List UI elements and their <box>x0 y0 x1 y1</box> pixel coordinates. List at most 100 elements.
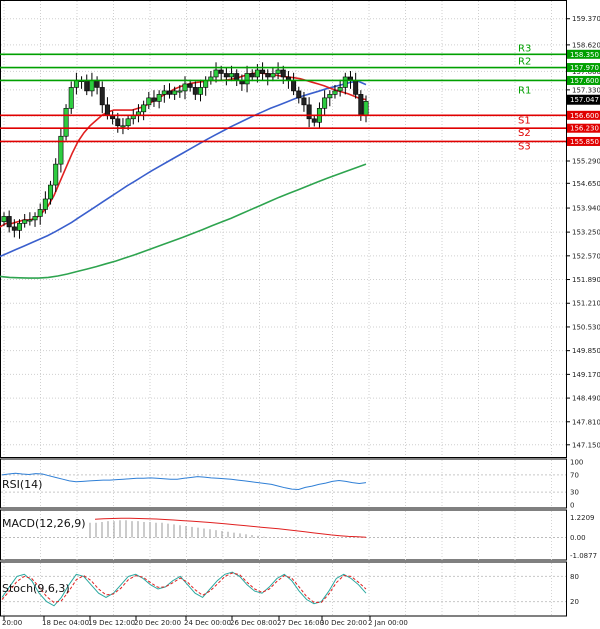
rsi-tick-label: 0 <box>570 502 574 510</box>
candle-body <box>94 80 100 88</box>
candle-body <box>42 198 48 210</box>
candle-body <box>301 97 307 106</box>
ema-fast-line <box>0 71 367 228</box>
current-price-tag <box>567 94 600 105</box>
candle-body <box>229 73 235 78</box>
candle-body <box>84 80 90 92</box>
level-label-r3: R3 <box>518 43 531 54</box>
y-tick-label: 151.210 <box>572 300 600 308</box>
candle-body <box>213 69 219 78</box>
candle-body <box>322 97 328 109</box>
level-price-tag <box>567 63 600 73</box>
level-label-r1: R1 <box>518 85 531 96</box>
level-price-label: 156.600 <box>570 112 599 120</box>
y-tick-label: 148.490 <box>572 395 600 403</box>
candle-body <box>125 118 131 127</box>
candle-body <box>306 104 312 120</box>
rsi-tick-label: 100 <box>570 459 583 467</box>
candle-body <box>249 73 255 78</box>
candle-body <box>187 83 193 88</box>
level-price-tag <box>567 75 600 85</box>
candle-body <box>1 216 7 222</box>
y-tick-label: 147.150 <box>572 441 600 449</box>
candle-body <box>151 97 157 102</box>
candle-body <box>156 94 162 102</box>
macd-tick-label: -1.0877 <box>570 552 597 560</box>
candle-body <box>177 90 183 93</box>
candle-body <box>22 219 28 224</box>
candle-body <box>166 90 172 95</box>
level-label-s1: S1 <box>518 115 531 126</box>
price-panel: 159.370158.620157.860157.330156.580155.8… <box>0 0 600 458</box>
candle-body <box>337 87 343 92</box>
stoch-d-line <box>1 572 367 603</box>
candle-body <box>146 97 152 106</box>
level-price-label: 155.850 <box>570 138 599 146</box>
x-tick-label: 20:00 <box>2 619 22 627</box>
candle-body <box>172 90 178 95</box>
candle-body <box>6 216 12 228</box>
candle-body <box>353 80 359 95</box>
x-tick-label: 19 Dec 12:00 <box>88 619 135 627</box>
x-tick-label: 20 Dec 20:00 <box>134 619 181 627</box>
candle-body <box>182 83 188 92</box>
level-label-s3: S3 <box>518 141 531 152</box>
rsi-tick-label: 30 <box>570 489 579 497</box>
candle-body <box>58 135 64 165</box>
candle-body <box>203 80 209 88</box>
candle-body <box>291 80 297 92</box>
candle-body <box>192 87 198 95</box>
level-price-label: 157.970 <box>570 64 599 72</box>
candle-body <box>342 76 348 88</box>
candle-body <box>223 73 229 78</box>
level-price-tag <box>567 49 600 59</box>
rsi-panel <box>0 458 567 509</box>
macd-panel <box>0 509 567 561</box>
y-tick-label: 149.170 <box>572 371 600 379</box>
candle-body <box>254 69 260 78</box>
candle-body <box>296 90 302 99</box>
stoch-label: Stoch(9,6,3) <box>2 582 70 595</box>
candle-body <box>244 73 250 85</box>
level-price-tag <box>567 123 600 133</box>
level-price-tag <box>567 110 600 120</box>
y-tick-label: 152.570 <box>572 252 600 260</box>
rsi-line <box>1 472 367 491</box>
y-tick-label: 154.650 <box>572 180 600 188</box>
rsi-tick-label: 70 <box>570 471 579 479</box>
y-tick-label: 150.530 <box>572 323 600 331</box>
candle-body <box>280 69 286 78</box>
ema-mid-line <box>0 80 367 258</box>
candle-body <box>275 69 281 74</box>
candle-body <box>161 90 167 95</box>
level-label-r2: R2 <box>518 57 531 68</box>
level-price-label: 156.230 <box>570 125 599 133</box>
level-price-tag <box>567 136 600 146</box>
current-price-label: 157.047 <box>570 96 599 104</box>
x-tick-label: 30 Dec 20:00 <box>320 619 367 627</box>
candle-body <box>218 69 224 74</box>
candle-body <box>63 108 69 137</box>
candle-body <box>99 87 105 106</box>
indicator-panels: 100 70 30 0 RSI(14) 1.2209 0.00 -1.0877 MACD(12,… <box>0 458 597 627</box>
y-tick-label: 157.330 <box>572 86 600 94</box>
stoch-tick-label: 80 <box>570 573 579 581</box>
macd-signal-line <box>94 517 367 538</box>
macd-tick-label: 0.00 <box>570 534 586 542</box>
candle-body <box>17 223 23 231</box>
y-tick-label: 151.890 <box>572 276 600 284</box>
candle-body <box>311 118 317 123</box>
x-tick-label: 27 Dec 16:00 <box>277 619 324 627</box>
macd-tick-label: 1.2209 <box>570 514 595 522</box>
candle-body <box>358 94 364 116</box>
candle-body <box>198 87 204 95</box>
y-tick-label: 153.250 <box>572 229 600 237</box>
candle-body <box>53 163 59 186</box>
candle-body <box>363 101 369 116</box>
candle-body <box>48 184 54 200</box>
stoch-panel <box>0 561 567 617</box>
candle-body <box>265 73 271 78</box>
candle-body <box>32 216 38 221</box>
y-tick-label: 158.620 <box>572 41 600 49</box>
